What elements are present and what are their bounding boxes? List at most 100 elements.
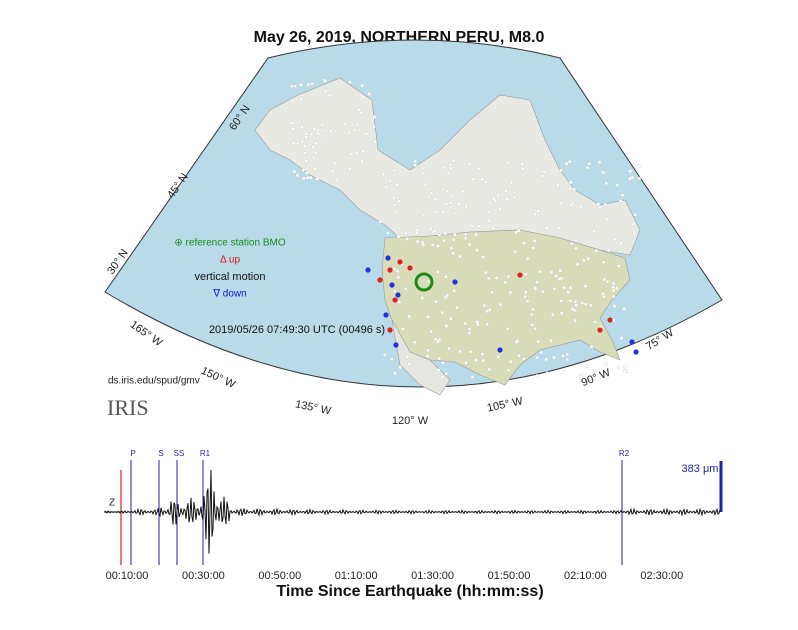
station — [471, 177, 476, 181]
station — [617, 264, 621, 268]
station — [488, 308, 492, 312]
station — [601, 292, 605, 296]
station — [451, 251, 455, 256]
station — [355, 122, 360, 127]
station — [445, 189, 449, 193]
station — [291, 141, 296, 145]
station — [389, 357, 394, 361]
station — [620, 193, 625, 197]
station — [329, 129, 333, 133]
station-motion — [517, 272, 523, 278]
station — [310, 82, 314, 86]
station — [382, 352, 387, 357]
station — [559, 311, 564, 315]
station — [361, 149, 365, 153]
station — [637, 176, 641, 181]
station — [413, 163, 417, 167]
station — [509, 180, 514, 185]
station — [305, 175, 310, 180]
station-motion — [497, 347, 503, 353]
station — [529, 312, 534, 317]
station — [381, 172, 385, 177]
station — [392, 196, 396, 200]
station — [516, 229, 521, 233]
station — [364, 132, 369, 136]
station — [594, 249, 599, 253]
station — [612, 304, 617, 308]
station — [601, 170, 606, 175]
station — [415, 228, 420, 233]
station — [622, 369, 627, 373]
station — [302, 176, 306, 181]
station — [360, 159, 364, 164]
station — [506, 160, 510, 165]
station — [488, 201, 492, 205]
station — [420, 296, 425, 300]
station — [622, 307, 627, 311]
station — [475, 248, 479, 252]
station — [392, 289, 397, 293]
station — [585, 165, 590, 170]
station — [480, 177, 484, 182]
station-motion — [597, 327, 603, 333]
station-motion — [365, 267, 371, 273]
station — [573, 300, 578, 304]
station — [429, 226, 433, 231]
station — [589, 344, 594, 349]
title: May 26, 2019, NORTHERN PERU, M8.0 — [254, 29, 545, 46]
station — [498, 207, 502, 212]
station — [401, 327, 405, 331]
station — [448, 163, 452, 167]
land-mexico — [391, 319, 451, 396]
station — [404, 231, 408, 236]
station — [451, 238, 456, 242]
station — [485, 322, 489, 326]
station — [573, 318, 577, 323]
station — [295, 141, 300, 146]
station — [348, 80, 352, 84]
station — [545, 371, 549, 375]
station — [506, 274, 511, 279]
station — [565, 357, 570, 362]
station — [463, 321, 467, 326]
seismogram: Z 383 μm Time Since Earthquake (hh:mm:ss… — [104, 449, 723, 600]
station — [568, 298, 573, 303]
station — [523, 294, 527, 299]
station — [311, 155, 316, 160]
station — [316, 128, 320, 132]
station — [628, 169, 632, 173]
station — [378, 219, 383, 224]
legend-reference: ⊕ reference station BMO — [174, 238, 285, 249]
station — [564, 182, 569, 186]
station — [549, 270, 554, 274]
station — [299, 97, 303, 101]
station — [443, 231, 447, 236]
station — [586, 257, 590, 261]
station-motion — [389, 282, 395, 288]
station — [568, 187, 572, 191]
station — [554, 274, 558, 278]
station — [569, 203, 574, 208]
station — [394, 209, 399, 214]
credit-url: ds.iris.edu/spud/gmv — [108, 376, 200, 387]
station — [605, 279, 610, 284]
station — [388, 178, 392, 183]
x-tick-label: 00:50:00 — [258, 570, 301, 582]
station — [415, 239, 420, 244]
stations — [290, 78, 641, 381]
station — [448, 201, 453, 205]
station — [559, 201, 563, 206]
station — [580, 301, 584, 305]
station — [522, 241, 526, 245]
station — [567, 159, 572, 164]
station — [422, 213, 426, 218]
station-motion — [385, 255, 391, 261]
station — [426, 279, 431, 283]
station — [436, 270, 440, 274]
station — [392, 203, 396, 207]
station — [517, 353, 521, 358]
station — [619, 336, 624, 340]
station — [330, 169, 335, 173]
station — [535, 280, 539, 284]
station — [583, 302, 588, 306]
